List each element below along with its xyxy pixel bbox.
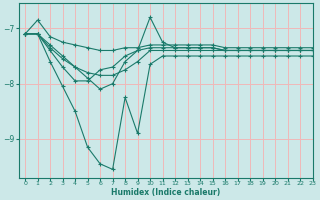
X-axis label: Humidex (Indice chaleur): Humidex (Indice chaleur)	[111, 188, 220, 197]
